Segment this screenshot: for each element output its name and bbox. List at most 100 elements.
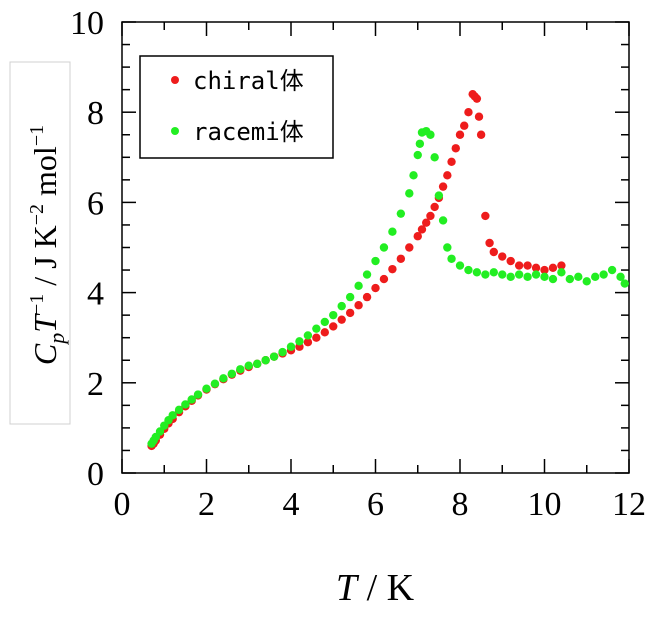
data-point [337, 301, 346, 311]
x-tick-label: 12 [612, 486, 646, 523]
data-point [531, 270, 541, 279]
data-point [430, 202, 439, 212]
data-point [514, 261, 524, 270]
data-point [388, 264, 397, 274]
data-point [451, 144, 460, 153]
data-point [329, 322, 338, 331]
data-point [422, 218, 431, 227]
y-axis-c: C [27, 343, 63, 365]
data-point [438, 182, 448, 191]
data-point [464, 265, 473, 275]
data-point [236, 365, 245, 374]
data-point [455, 261, 465, 270]
y-tick-label: 8 [87, 95, 104, 132]
data-point [261, 356, 270, 365]
x-axis-var: T [336, 567, 360, 609]
data-point [202, 384, 211, 393]
x-tick-label: 6 [367, 486, 384, 523]
legend-marker-racemi [171, 127, 179, 135]
data-point [447, 254, 456, 263]
data-point [253, 359, 262, 369]
data-point [434, 191, 444, 200]
data-point [426, 130, 435, 139]
data-point [193, 390, 203, 399]
data-point [565, 274, 575, 284]
data-point [396, 254, 406, 263]
x-tick-label: 4 [283, 486, 300, 523]
data-points [147, 89, 629, 451]
data-point [379, 274, 389, 284]
y-tick-label: 0 [87, 456, 104, 493]
data-point [430, 153, 439, 162]
x-axis-title: T / K [336, 567, 415, 609]
y-axis-sub: p [44, 333, 69, 346]
data-point [464, 108, 473, 117]
y-axis-title-box [9, 61, 71, 425]
data-point [244, 361, 253, 370]
data-point [443, 171, 452, 180]
data-point [506, 272, 515, 282]
x-tick-labels: 0 2 4 6 8 10 12 [114, 486, 647, 523]
data-point [286, 342, 296, 351]
data-point [582, 277, 591, 286]
data-point [540, 265, 549, 275]
y-tick-label: 10 [70, 5, 104, 42]
data-point [474, 112, 484, 121]
data-point [210, 379, 220, 388]
legend-label-chiral: chiral体 [193, 67, 304, 95]
y-axis-unit1: / J K [27, 225, 63, 293]
data-point [379, 243, 389, 252]
data-point [320, 328, 329, 337]
data-point [620, 279, 629, 288]
data-point [278, 347, 287, 357]
data-point [303, 338, 313, 347]
data-point [557, 261, 566, 270]
data-point [354, 281, 363, 291]
data-point [489, 247, 498, 257]
y-axis-t: T [27, 313, 63, 333]
x-tick-label: 0 [114, 486, 131, 523]
data-point [489, 268, 498, 277]
data-point [312, 333, 321, 342]
data-point [460, 121, 469, 130]
data-point [295, 337, 304, 346]
data-point [523, 272, 532, 282]
data-point [269, 352, 279, 361]
x-tick-label: 10 [528, 486, 562, 523]
data-point [227, 369, 237, 378]
data-point [531, 263, 541, 272]
data-point [329, 310, 338, 320]
data-point [371, 283, 380, 293]
data-point [312, 324, 321, 333]
data-point [345, 308, 355, 318]
y-tick-labels: 0 2 4 6 8 10 [70, 5, 104, 493]
y-axis-unit2: mol [27, 146, 63, 204]
data-point [472, 268, 482, 277]
data-point [168, 411, 177, 420]
data-point [548, 263, 558, 272]
y-axis-exp2: −2 [26, 204, 48, 225]
data-point [345, 292, 355, 302]
data-point [591, 272, 600, 282]
data-point [498, 270, 507, 279]
data-point [405, 243, 414, 252]
data-point [506, 256, 515, 266]
data-point [438, 216, 448, 225]
data-point [371, 256, 380, 266]
data-point [337, 315, 346, 324]
data-point [476, 130, 486, 139]
data-point [574, 272, 583, 282]
y-axis-title: CpT−1 / J K−2 mol−1 [26, 125, 69, 365]
data-point [540, 272, 549, 282]
data-point [447, 157, 456, 167]
data-point [426, 211, 435, 221]
data-point [155, 427, 165, 436]
data-point [181, 400, 190, 409]
data-point [320, 317, 329, 327]
data-point [303, 331, 313, 340]
legend-marker-chiral [171, 76, 179, 84]
data-point [607, 265, 617, 275]
data-point [187, 395, 196, 404]
data-point [405, 189, 414, 198]
